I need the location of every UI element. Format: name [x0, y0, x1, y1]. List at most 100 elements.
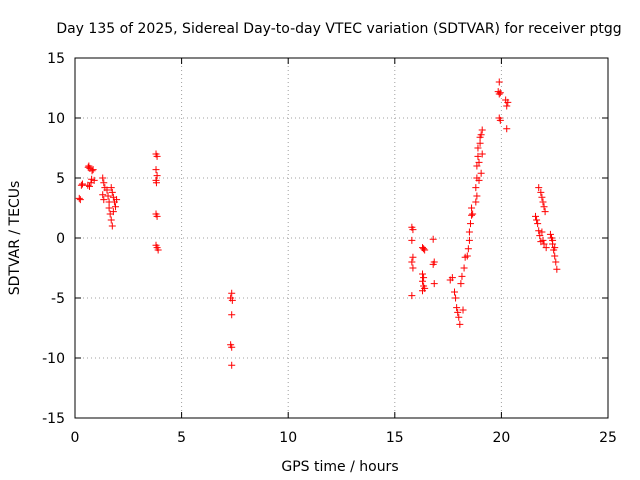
x-tick-label: 0	[71, 430, 80, 446]
data-point	[503, 102, 511, 110]
data-point	[100, 179, 108, 187]
axis-ticks: 0 5 10 15 20 25 -15 -10 -5 0 5 10 15	[42, 51, 617, 446]
data-point	[421, 246, 429, 254]
data-point	[430, 280, 438, 288]
data-point	[152, 166, 160, 174]
data-point	[533, 216, 541, 224]
data-point	[504, 98, 512, 106]
data-point	[77, 181, 85, 189]
data-point	[534, 220, 542, 228]
data-point	[99, 191, 107, 199]
data-point	[228, 296, 236, 304]
data-point	[532, 212, 540, 220]
data-point	[496, 89, 504, 97]
data-point	[474, 152, 482, 160]
data-point	[465, 236, 473, 244]
data-point	[84, 163, 92, 171]
data-point	[472, 184, 480, 192]
data-point	[153, 152, 161, 160]
data-point	[475, 176, 483, 184]
data-point	[228, 311, 236, 319]
data-point	[408, 258, 416, 266]
data-point	[419, 270, 427, 278]
data-point	[105, 204, 113, 212]
data-point	[476, 139, 484, 147]
data-point	[453, 304, 461, 312]
data-point	[409, 226, 417, 234]
data-point	[503, 125, 511, 133]
data-point	[228, 343, 236, 351]
data-point	[153, 212, 161, 220]
data-point	[551, 244, 559, 252]
x-tick-label: 20	[492, 430, 510, 446]
data-point	[419, 277, 427, 285]
data-point	[473, 162, 481, 170]
data-point	[468, 211, 476, 219]
data-point	[495, 78, 503, 86]
data-point	[538, 228, 546, 236]
data-point	[473, 192, 481, 200]
data-point	[477, 169, 485, 177]
data-point	[549, 236, 557, 244]
data-point	[478, 126, 486, 134]
data-point	[469, 210, 477, 218]
data-point	[551, 252, 559, 260]
data-point	[541, 208, 549, 216]
data-point	[75, 194, 83, 202]
data-point	[468, 204, 476, 212]
data-point	[495, 90, 503, 98]
data-point	[88, 175, 96, 183]
data-point	[109, 208, 117, 216]
y-tick-label: 15	[47, 51, 65, 67]
data-point	[153, 172, 161, 180]
data-point	[552, 258, 560, 266]
data-point	[463, 252, 471, 260]
data-point	[535, 184, 543, 192]
data-point	[452, 294, 460, 302]
data-point	[540, 203, 548, 211]
data-point	[408, 292, 416, 300]
data-point	[464, 245, 472, 253]
data-point	[450, 288, 458, 296]
data-point	[472, 198, 480, 206]
plot-frame	[74, 57, 609, 419]
data-point	[460, 264, 468, 272]
y-tick-label: -5	[51, 291, 65, 307]
data-point	[458, 272, 466, 280]
data-point	[553, 265, 561, 273]
data-point	[429, 235, 437, 243]
x-tick-label: 15	[386, 430, 404, 446]
data-point	[107, 216, 115, 224]
data-point	[107, 184, 115, 192]
data-point	[112, 203, 120, 211]
data-point	[455, 313, 463, 321]
data-point	[420, 274, 428, 282]
data-point	[409, 253, 417, 261]
data-point	[538, 193, 546, 201]
data-point	[478, 150, 486, 158]
data-point	[89, 166, 97, 174]
data-point	[454, 308, 462, 316]
data-point	[456, 320, 464, 328]
data-point	[429, 260, 437, 268]
data-point	[496, 116, 504, 124]
data-point	[466, 220, 474, 228]
data-point	[113, 196, 121, 204]
data-point	[228, 289, 236, 297]
data-point	[409, 264, 417, 272]
data-point	[475, 158, 483, 166]
data-point	[540, 240, 548, 248]
chart-title: Day 135 of 2025, Sidereal Day-to-day VTE…	[56, 21, 621, 37]
x-tick-label: 10	[279, 430, 297, 446]
data-point	[539, 236, 547, 244]
x-tick-label: 25	[599, 430, 617, 446]
grid-lines	[75, 58, 608, 418]
data-point	[88, 167, 96, 175]
data-point	[477, 131, 485, 139]
y-tick-label: -15	[42, 411, 65, 427]
data-point	[419, 287, 427, 295]
y-tick-label: 10	[47, 111, 65, 127]
data-point	[103, 186, 111, 194]
